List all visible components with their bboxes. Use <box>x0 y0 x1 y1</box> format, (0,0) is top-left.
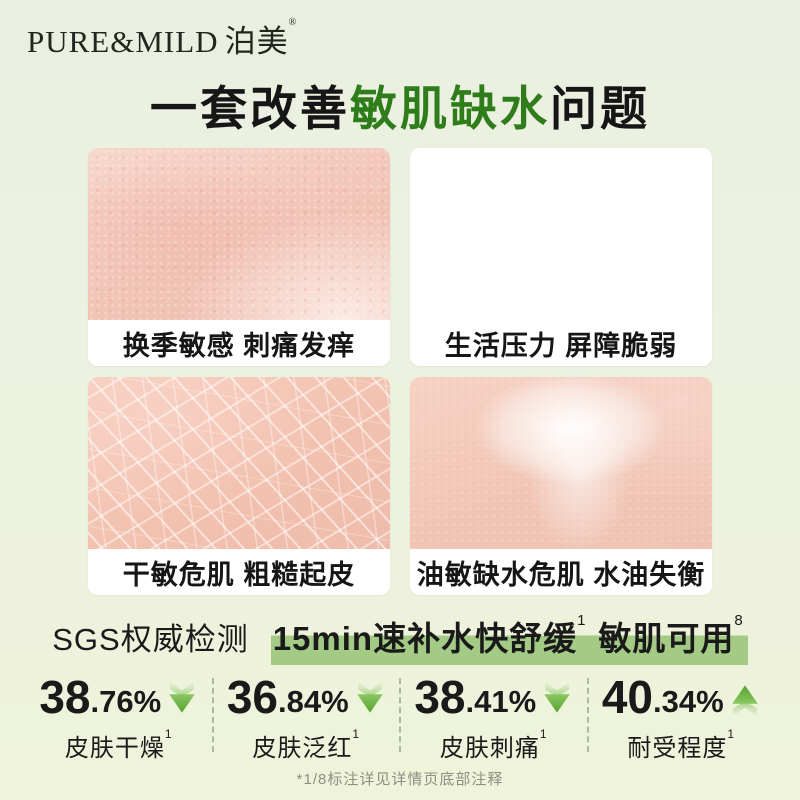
stat-sup: 1 <box>727 727 736 741</box>
seasonal-sensitive-skin-photo <box>88 148 390 320</box>
claim-part2: 敏肌可用 <box>598 620 735 657</box>
stat-value: 38.41% <box>414 674 573 720</box>
brand-name-cn: 泊美 <box>224 24 289 59</box>
claim-sup-8: 8 <box>734 612 744 629</box>
stat-value-rest: .76% <box>90 683 162 719</box>
stat-value-main: 40 <box>601 671 653 723</box>
stat-skin-stinging: 38.41% 皮肤刺痛1 <box>401 672 587 762</box>
stat-value-rest: .34% <box>653 683 724 719</box>
card-label: 干敏危肌 粗糙起皮 <box>88 549 390 595</box>
stat-value-rest: .84% <box>278 683 349 719</box>
sgs-claim-highlight: 15min速补水快舒缓1 敏肌可用8 <box>270 612 748 665</box>
stat-skin-tolerance: 40.34% 耐受程度1 <box>589 672 775 762</box>
skin-card-seasonal: 换季敏感 刺痛发痒 <box>88 148 390 366</box>
skin-problem-grid: 换季敏感 刺痛发痒 生活压力 屏障脆弱 干敏危肌 粗糙起皮 油敏缺水危肌 水油失… <box>88 148 712 595</box>
stat-label: 皮肤干燥1 <box>64 727 173 763</box>
stat-label-text: 皮肤干燥 <box>64 735 165 762</box>
decrease-arrow-icon <box>169 682 195 713</box>
sgs-claim-prefix: SGS权威检测 <box>52 622 249 657</box>
life-stress-weak-barrier-skin-photo <box>410 148 712 320</box>
stat-value-main: 38 <box>39 671 91 723</box>
dashed-divider <box>586 678 589 752</box>
dashed-divider <box>399 678 401 752</box>
stat-value-rest: .41% <box>465 683 537 719</box>
stat-value: 40.34% <box>602 674 761 720</box>
stat-value-main: 36 <box>226 671 278 723</box>
skin-card-dry: 干敏危肌 粗糙起皮 <box>88 377 390 595</box>
stat-label-text: 皮肤泛红 <box>252 735 353 762</box>
stat-value-main: 38 <box>414 671 466 723</box>
card-label: 油敏缺水危肌 水油失衡 <box>410 549 712 595</box>
stat-value: 36.84% <box>227 674 386 720</box>
test-results-row: 38.76% 皮肤干燥1 36.84% 皮肤泛红1 38.4 <box>26 672 775 762</box>
brand-logo: PURE&MILD 泊美® <box>27 16 297 61</box>
stat-sup: 1 <box>164 727 173 741</box>
stat-value: 38.76% <box>39 674 198 720</box>
stat-label: 皮肤刺痛1 <box>439 727 548 763</box>
dashed-divider <box>211 678 214 752</box>
skin-card-oily: 油敏缺水危肌 水油失衡 <box>410 377 712 595</box>
stat-skin-redness: 36.84% 皮肤泛红1 <box>214 672 400 762</box>
page-title: 一套改善敏肌缺水问题 <box>0 70 800 139</box>
stat-sup: 1 <box>352 727 361 741</box>
sgs-claim-line: SGS权威检测 15min速补水快舒缓1 敏肌可用8 <box>0 612 800 665</box>
footnote: *1/8标注详见详情页底部注释 <box>296 771 504 788</box>
stat-label-text: 耐受程度 <box>627 735 728 762</box>
title-prefix: 一套改善 <box>150 82 350 135</box>
title-suffix: 问题 <box>550 82 650 135</box>
stat-label: 皮肤泛红1 <box>252 727 361 763</box>
claim-part1: 15min速补水快舒缓 <box>272 620 578 657</box>
registered-mark: ® <box>288 17 298 28</box>
stat-sup: 1 <box>539 727 548 741</box>
title-highlight: 敏肌缺水 <box>350 82 550 135</box>
increase-arrow-icon <box>731 685 758 716</box>
stat-skin-dryness: 38.76% 皮肤干燥1 <box>26 672 212 762</box>
card-label: 换季敏感 刺痛发痒 <box>88 320 390 366</box>
claim-sup-1: 1 <box>577 612 587 629</box>
stat-label: 耐受程度1 <box>627 727 736 763</box>
stat-label-text: 皮肤刺痛 <box>439 735 540 762</box>
card-label: 生活压力 屏障脆弱 <box>410 320 712 366</box>
oily-dehydrated-skin-photo <box>410 377 712 549</box>
decrease-arrow-icon <box>544 682 570 713</box>
dry-rough-flaky-skin-photo <box>88 377 390 549</box>
decrease-arrow-icon <box>356 682 383 713</box>
brand-name-en: PURE&MILD <box>27 24 219 59</box>
skin-card-stress: 生活压力 屏障脆弱 <box>410 148 712 366</box>
